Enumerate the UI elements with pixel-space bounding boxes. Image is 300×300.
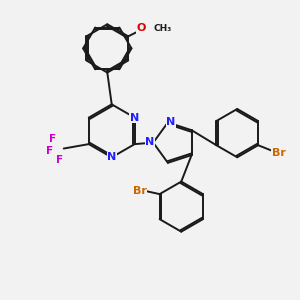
Text: N: N: [166, 118, 176, 128]
Text: F: F: [49, 134, 56, 144]
Text: N: N: [145, 137, 154, 147]
Text: F: F: [56, 155, 63, 165]
Text: O: O: [137, 23, 146, 33]
Text: Br: Br: [133, 186, 147, 196]
Text: N: N: [107, 152, 116, 162]
Text: F: F: [46, 146, 53, 156]
Text: CH₃: CH₃: [153, 24, 172, 33]
Text: Br: Br: [272, 148, 286, 158]
Text: N: N: [130, 112, 139, 123]
